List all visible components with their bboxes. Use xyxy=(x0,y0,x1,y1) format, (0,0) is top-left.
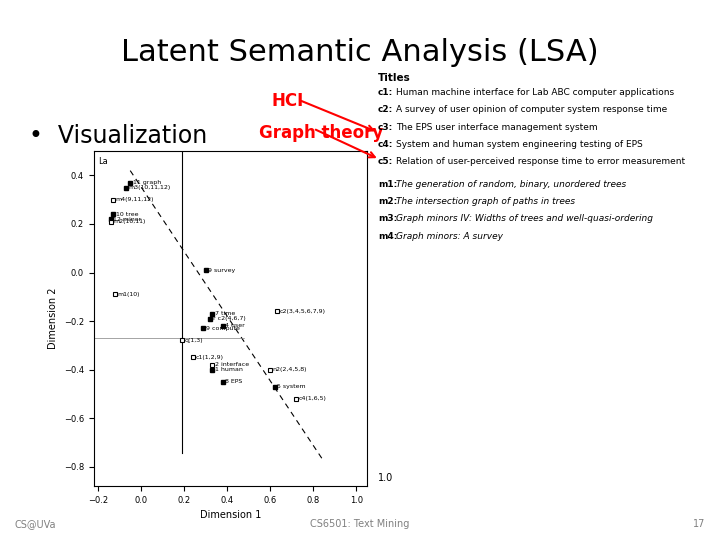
Text: 4 user: 4 user xyxy=(225,323,246,328)
Text: Latent Semantic Analysis (LSA): Latent Semantic Analysis (LSA) xyxy=(121,38,599,67)
Text: The EPS user interface management system: The EPS user interface management system xyxy=(396,123,598,132)
Text: 17: 17 xyxy=(693,519,706,529)
Text: 11 graph: 11 graph xyxy=(132,180,161,185)
Text: Relation of user-perceived response time to error measurement: Relation of user-perceived response time… xyxy=(396,157,685,166)
Text: m2(10,11): m2(10,11) xyxy=(114,219,145,224)
Text: c2(3,4,5,6,7,9): c2(3,4,5,6,7,9) xyxy=(279,309,325,314)
Text: 9 compute: 9 compute xyxy=(206,326,240,331)
Text: HCI: HCI xyxy=(272,92,304,110)
Text: c4(1,6,5): c4(1,6,5) xyxy=(299,396,327,401)
Text: 1 human: 1 human xyxy=(215,367,243,372)
Text: The generation of random, binary, unordered trees: The generation of random, binary, unorde… xyxy=(396,180,626,189)
Text: n2(2,4,5,8): n2(2,4,5,8) xyxy=(273,367,307,372)
X-axis label: Dimension 1: Dimension 1 xyxy=(199,510,261,520)
Text: m3:: m3: xyxy=(378,214,397,224)
Text: Graph minors: A survey: Graph minors: A survey xyxy=(396,232,503,241)
Text: 9 survey: 9 survey xyxy=(208,268,235,273)
Text: m1(10): m1(10) xyxy=(118,292,140,297)
Text: 12 minor: 12 minor xyxy=(114,217,142,221)
Text: 10 tree: 10 tree xyxy=(116,212,138,217)
Text: CS6501: Text Mining: CS6501: Text Mining xyxy=(310,519,410,529)
Text: Graph theory: Graph theory xyxy=(259,124,384,142)
Text: c5:: c5: xyxy=(378,157,393,166)
Text: 1.0: 1.0 xyxy=(378,473,393,483)
Text: m4(9,11,12): m4(9,11,12) xyxy=(116,197,154,202)
Text: •  Visualization: • Visualization xyxy=(29,124,207,148)
Text: m2:: m2: xyxy=(378,197,397,206)
Text: A survey of user opinion of computer system response time: A survey of user opinion of computer sys… xyxy=(396,105,667,114)
Text: Human machine interface for Lab ABC computer applications: Human machine interface for Lab ABC comp… xyxy=(396,88,674,97)
Text: CS@UVa: CS@UVa xyxy=(14,519,56,529)
Text: 5 system: 5 system xyxy=(277,384,306,389)
Text: q(1,3): q(1,3) xyxy=(184,338,203,343)
Text: La: La xyxy=(98,157,108,166)
Text: 8 EPS: 8 EPS xyxy=(225,379,243,384)
Text: m1:: m1: xyxy=(378,180,397,189)
Text: m4:: m4: xyxy=(378,232,397,241)
Text: The intersection graph of paths in trees: The intersection graph of paths in trees xyxy=(396,197,575,206)
Text: 2 interface: 2 interface xyxy=(215,362,249,367)
Text: System and human system engineering testing of EPS: System and human system engineering test… xyxy=(396,140,643,149)
Text: c4:: c4: xyxy=(378,140,393,149)
Y-axis label: Dimension 2: Dimension 2 xyxy=(48,288,58,349)
Text: r c2(4,6,7): r c2(4,6,7) xyxy=(212,316,246,321)
Text: m3(10,11,12): m3(10,11,12) xyxy=(128,185,171,190)
Text: c2:: c2: xyxy=(378,105,393,114)
Text: c1:: c1: xyxy=(378,88,393,97)
Text: c3:: c3: xyxy=(378,123,393,132)
Text: 7 time: 7 time xyxy=(215,311,235,316)
Text: Titles: Titles xyxy=(378,73,410,83)
Text: Graph minors IV: Widths of trees and well-quasi-ordering: Graph minors IV: Widths of trees and wel… xyxy=(396,214,653,224)
Text: c1(1,2,9): c1(1,2,9) xyxy=(195,355,223,360)
